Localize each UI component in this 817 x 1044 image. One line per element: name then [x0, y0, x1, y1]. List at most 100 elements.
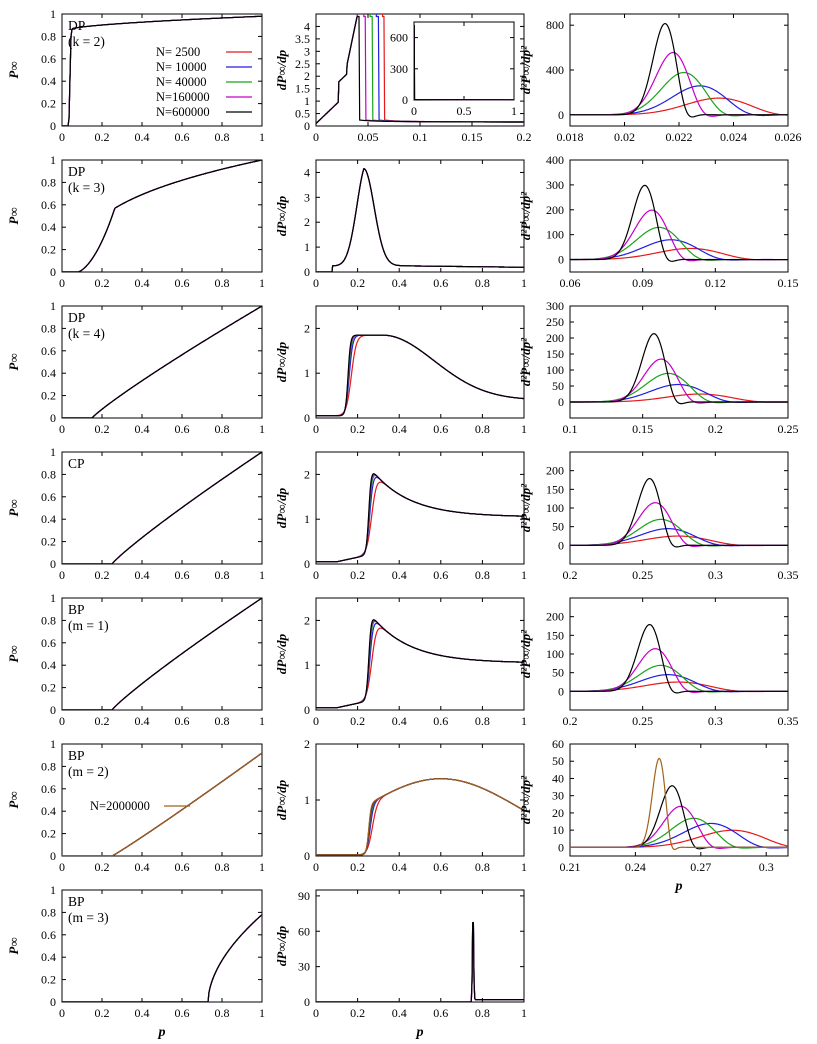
x-tick-label: 0.8: [475, 1006, 490, 1020]
y-tick-label: 2: [304, 69, 310, 83]
y-tick-label: 200: [546, 203, 564, 217]
panel-dpinf: 0 0.2 0.4 0.6 0.8 1 0 1 2 dP∞/dp: [274, 597, 527, 728]
curves-group: [316, 167, 524, 272]
x-tick-label: 0.2: [95, 422, 110, 436]
x-tick-label: 0: [313, 276, 319, 290]
y-tick-label: 30: [552, 789, 564, 803]
curves-group: [62, 752, 262, 856]
series-line: [570, 184, 788, 262]
series-line: [62, 160, 262, 272]
curves-group: [62, 160, 262, 272]
series-line: [62, 306, 262, 418]
y-tick-label: 0: [558, 840, 564, 854]
x-tick-label: 0.4: [135, 422, 150, 436]
panel-param-label: (k = 3): [68, 180, 105, 195]
y-tick-label: 2: [304, 321, 310, 335]
y-tick-label: 1: [304, 658, 310, 672]
series-line: [316, 778, 524, 856]
x-tick-label: 0.2: [95, 860, 110, 874]
x-tick-label: 0.2: [517, 130, 532, 144]
x-tick-label: 0.4: [135, 130, 150, 144]
series-line: [570, 518, 788, 547]
x-tick-label: 0.6: [175, 860, 190, 874]
x-tick-label: 1: [259, 130, 265, 144]
series-line: [62, 452, 262, 564]
series-line: [316, 627, 524, 709]
x-tick-label: 0: [313, 714, 319, 728]
series-line: [316, 474, 524, 563]
x-tick-label: 0: [59, 714, 65, 728]
x-tick-label: 0.4: [135, 568, 150, 582]
x-tick-label: 0.4: [392, 1006, 407, 1020]
x-tick-label: 0.8: [215, 276, 230, 290]
series-line: [570, 97, 788, 116]
x-axis-label: p: [675, 879, 683, 894]
y-axis-label: P∞: [6, 61, 21, 78]
series-line: [570, 648, 788, 693]
x-tick-label: 0.2: [350, 422, 365, 436]
x-tick-label: 1: [259, 714, 265, 728]
y-tick-label: 1: [50, 737, 56, 751]
y-tick-label: 50: [552, 754, 564, 768]
x-tick-label: 0: [59, 1006, 65, 1020]
legend-label: N= 2500: [156, 45, 200, 59]
y-tick-label: 150: [546, 628, 564, 642]
curves-group: [570, 623, 788, 694]
x-tick-label: 0.24: [625, 860, 646, 874]
y-tick-label: 50: [552, 379, 564, 393]
series-line: [62, 160, 262, 272]
y-tick-label: 1.5: [295, 82, 310, 96]
y-tick-label: 0.4: [41, 366, 56, 380]
plot-frame: [61, 451, 263, 565]
plot-frame: [61, 159, 263, 273]
panel-dpinf: 0 0.2 0.4 0.6 0.8 1 0 1 2 dP∞/dp: [274, 305, 527, 436]
series-line: [62, 160, 262, 272]
series-line: [570, 383, 788, 404]
y-tick-label: 2: [304, 215, 310, 229]
series-line: [316, 922, 524, 1002]
y-tick-label: 50: [552, 520, 564, 534]
y-tick-label: 0: [304, 849, 310, 863]
y-tick-label: 0.4: [41, 220, 56, 234]
y-tick-label: 100: [546, 228, 564, 242]
y-tick-label: 0: [304, 557, 310, 571]
series-line: [62, 914, 262, 1002]
x-tick-label: 0: [313, 860, 319, 874]
y-tick-label: 3.5: [295, 32, 310, 46]
series-line: [62, 306, 262, 418]
y-tick-label: 0.6: [41, 636, 56, 650]
x-tick-label: 0.4: [392, 276, 407, 290]
panel-d2pinf: 0.06 0.09 0.12 0.15 0 100 200 300 400 d²P∞/dp²: [518, 153, 799, 290]
y-tick-label: 30: [298, 960, 310, 974]
curves-group: [62, 306, 262, 418]
x-tick-label: 0.6: [175, 714, 190, 728]
x-tick-label: 0.06: [560, 276, 581, 290]
x-tick-label: 0.2: [95, 714, 110, 728]
y-axis-label: d²P∞/dp²: [518, 45, 533, 94]
x-tick-label: 0.6: [433, 568, 448, 582]
x-tick-label: 0.5: [457, 104, 472, 118]
y-tick-label: 600: [390, 31, 408, 45]
panel-pinf: 0 0.2 0.4 0.6 0.8 1 0 0.2 0.4 0.6 0.8 1 BP(m = 1) P∞: [6, 591, 265, 728]
legend-label: N= 40000: [156, 75, 206, 89]
series-line: [62, 598, 262, 710]
x-tick-label: 0.4: [135, 860, 150, 874]
x-tick-label: 1: [521, 422, 527, 436]
y-tick-label: 0.8: [41, 759, 56, 773]
panel-d2pinf: 0.018 0.02 0.022 0.024 0.026 0 400 800 d²P∞/dp²: [518, 13, 802, 144]
y-axis-label: P∞: [6, 937, 21, 954]
y-tick-label: 0.2: [41, 973, 56, 987]
panel-model-label: BP: [68, 748, 85, 763]
y-tick-label: 100: [546, 363, 564, 377]
x-tick-label: 0.6: [433, 714, 448, 728]
y-tick-label: 100: [546, 647, 564, 661]
y-tick-label: 0.8: [41, 467, 56, 481]
curves-group: [316, 922, 524, 1002]
series-line: [316, 922, 524, 1002]
y-tick-label: 0.8: [41, 613, 56, 627]
panel-param-label: (m = 2): [68, 764, 109, 779]
y-tick-label: 0: [304, 411, 310, 425]
x-tick-label: 0.6: [175, 1006, 190, 1020]
